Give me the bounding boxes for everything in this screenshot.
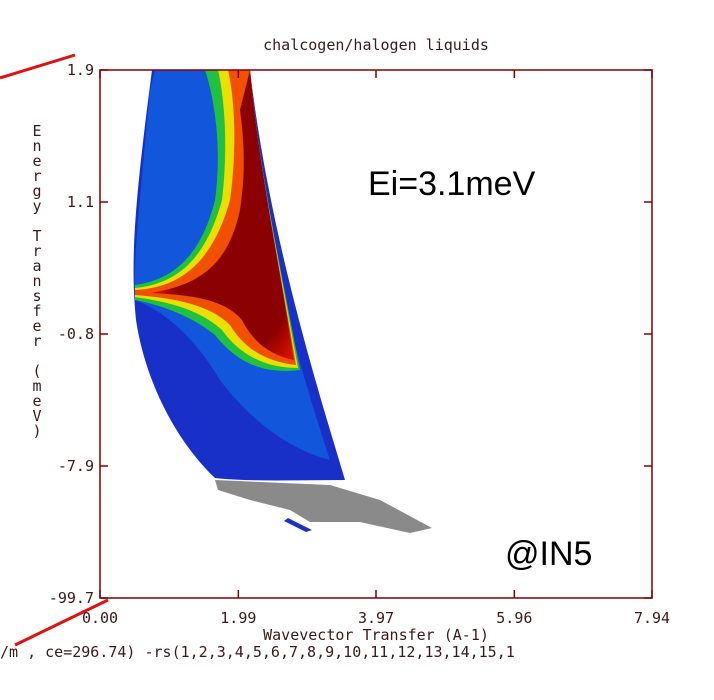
decor-line xyxy=(0,53,76,80)
y-tick-label: -99.7 xyxy=(49,589,94,607)
decor-line xyxy=(14,598,109,647)
y-tick-label: -7.9 xyxy=(58,457,94,475)
x-tick-label: 1.99 xyxy=(220,609,256,627)
x-tick-label: 3.97 xyxy=(358,609,394,627)
annotation: Ei=3.1meV xyxy=(368,165,536,203)
x-tick-label: 0.00 xyxy=(82,609,118,627)
x-tick-label: 5.96 xyxy=(496,609,532,627)
y-tick-label: 1.9 xyxy=(67,61,94,79)
annotation: @IN5 xyxy=(505,535,592,573)
y-axis-label: Energy Transfer (meV) xyxy=(28,122,46,439)
x-tick-label: 7.94 xyxy=(634,609,670,627)
x-axis-label: Wavevector Transfer (A-1) xyxy=(263,626,489,644)
chart-title: chalcogen/halogen liquids xyxy=(263,36,489,54)
y-tick-label: 1.1 xyxy=(67,193,94,211)
footer: /m , ce=296.74) -rs(1,2,3,4,5,6,7,8,9,10… xyxy=(0,643,515,661)
intensity-map xyxy=(133,70,432,533)
y-tick-label: -0.8 xyxy=(58,325,94,343)
